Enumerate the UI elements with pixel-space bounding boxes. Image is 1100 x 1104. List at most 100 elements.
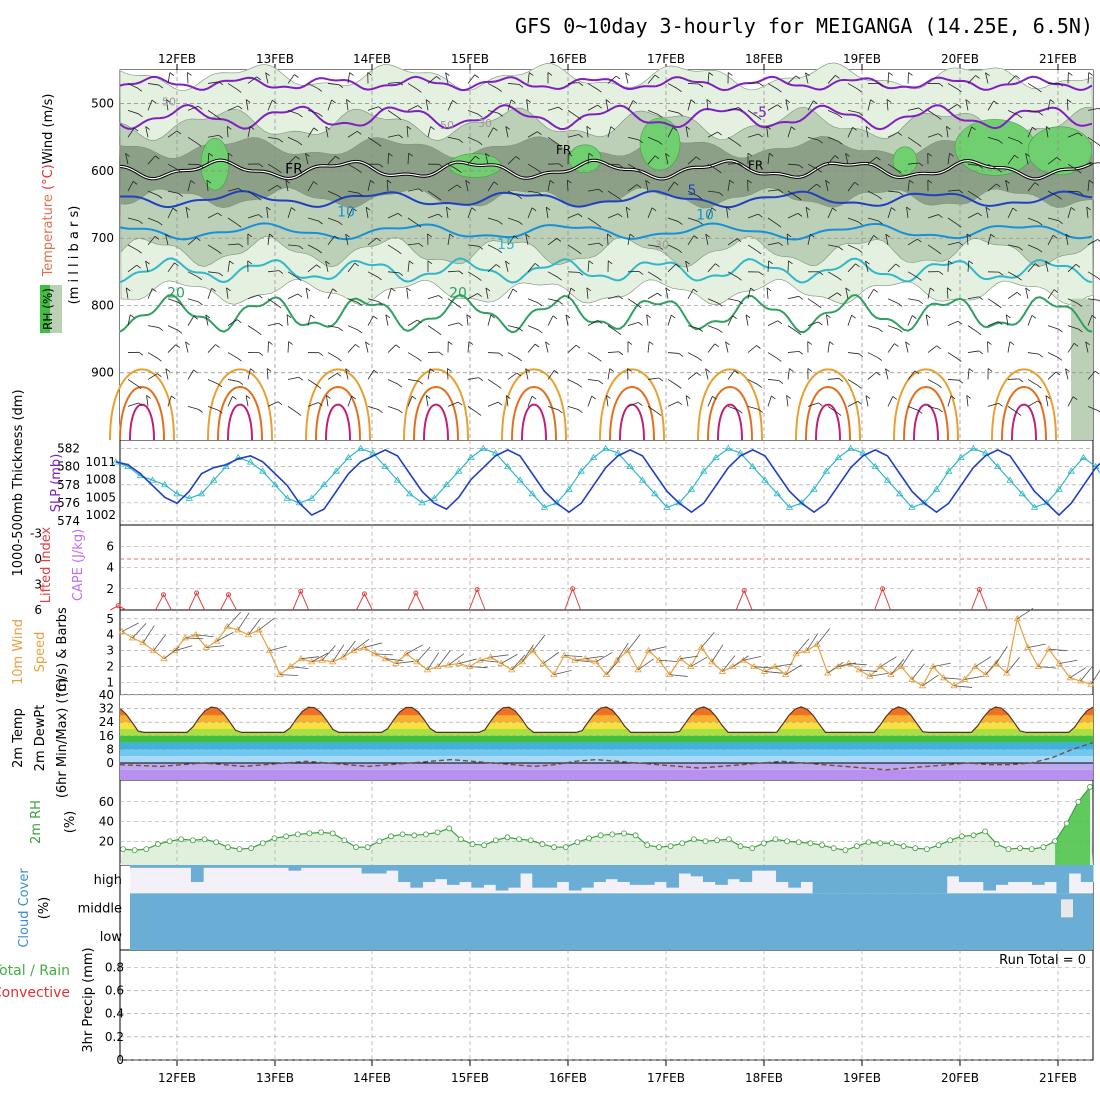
contour-label: 20 <box>167 285 185 301</box>
rh2m-point <box>656 845 661 850</box>
date-label-top: 14FEB <box>353 52 391 66</box>
rh2m-point <box>400 832 405 837</box>
rh2m-point <box>121 847 126 852</box>
contour-label: 5 <box>688 183 697 199</box>
rh2m-point <box>1088 784 1093 789</box>
cloud-high-bar <box>703 865 716 882</box>
rh2m-point <box>1064 821 1069 826</box>
rh-legend-label: RH (%) <box>41 288 55 330</box>
wind-barb-10m <box>638 659 654 670</box>
rh2m-point <box>470 842 475 847</box>
date-label-bottom: 15FEB <box>451 1071 489 1085</box>
date-label-bottom: 18FEB <box>745 1071 783 1085</box>
cloud-high-bar <box>825 865 838 893</box>
rh2m-point <box>528 838 533 843</box>
wind-barb-10m <box>343 641 355 657</box>
rh2m-point <box>330 831 335 836</box>
rh2m-point <box>948 838 953 843</box>
wind-barb-10m <box>417 647 430 662</box>
wind-barb-10m <box>912 664 925 680</box>
wind-barb-10m <box>238 613 249 630</box>
cloud-high-bar <box>1069 865 1082 874</box>
contour-label: 10 <box>337 205 355 221</box>
rh2m-point <box>668 844 673 849</box>
rh2m-point <box>249 846 254 851</box>
rh2m-point <box>994 842 999 847</box>
date-label-bottom: 19FEB <box>843 1071 881 1085</box>
lifted-index-peak <box>469 590 485 610</box>
lifted-index-peak <box>293 591 309 610</box>
cloud-high-bar <box>788 865 801 888</box>
rh2m-point <box>225 845 230 850</box>
cape-tick-label: 2 <box>106 582 114 596</box>
contour-label-fr: FR <box>556 143 571 157</box>
temp-tick-label: 24 <box>99 715 114 729</box>
rh2m-point <box>703 839 708 844</box>
cloud-high-bar <box>459 865 472 882</box>
cloud-high-bar <box>849 865 862 893</box>
cloud-high-bar <box>179 865 192 868</box>
rh2m-point <box>726 837 731 842</box>
cloud-high-bar <box>666 865 679 888</box>
wind-barb-10m <box>1080 666 1093 681</box>
wind-barb-10m <box>1059 660 1077 663</box>
wind-barb-10m <box>122 623 139 632</box>
rh2m-point <box>144 847 149 852</box>
cloud-high-bar <box>252 865 265 868</box>
temp-axis-label-2: 2m DewPt <box>33 705 48 772</box>
cape-tick-label: 6 <box>106 539 114 553</box>
wind-tick-label: 2 <box>106 660 114 674</box>
rh2m-point <box>936 843 941 848</box>
rh2m-point <box>889 841 894 846</box>
lifted-axis-label: Lifted Index <box>39 526 54 603</box>
precip-axis-label: 3hr Precip (mm) <box>81 947 96 1052</box>
wind-barb-10m <box>1070 668 1086 678</box>
wind-barb-10m <box>301 657 319 659</box>
wind-barb-10m <box>585 656 603 658</box>
rh2m-point <box>482 843 487 848</box>
wind-barb <box>788 261 789 272</box>
rh2m-point <box>563 845 568 850</box>
lifted-index-peak <box>971 590 987 610</box>
cloud-high-bar <box>191 865 204 882</box>
cloud-unit-label: (%) <box>37 897 52 920</box>
pressure-tick-label: 800 <box>91 298 114 312</box>
cloud-high-bar <box>301 865 314 868</box>
cloud-high-bar <box>654 865 667 882</box>
cloud-high-bar <box>715 865 728 885</box>
rh2m-point <box>284 834 289 839</box>
cloud-high-bar <box>605 865 618 879</box>
date-label-top: 16FEB <box>549 52 587 66</box>
cloud-high-bar <box>1020 865 1033 882</box>
contour-label: 15 <box>497 237 515 253</box>
date-label-bottom: 14FEB <box>353 1071 391 1085</box>
wind-barb-10m <box>975 657 991 667</box>
cloud-high-bar <box>630 865 643 885</box>
date-label-bottom: 13FEB <box>256 1071 294 1085</box>
temp-tick-label: 16 <box>99 729 114 743</box>
wind-barb-10m <box>438 651 450 667</box>
date-label-bottom: 21FEB <box>1039 1071 1077 1085</box>
wind-barb-10m <box>491 655 509 657</box>
rh2m-point <box>132 848 137 853</box>
cloud-high-bar <box>203 865 216 868</box>
wind-barb-10m <box>1091 667 1100 684</box>
wind-barb-10m <box>880 657 896 667</box>
cloud-high-bar <box>410 865 423 888</box>
rh2m-point <box>237 847 242 852</box>
cloud-row-label-low: low <box>100 930 123 945</box>
wind-barb <box>187 72 188 83</box>
wind-barb-10m <box>1028 644 1046 647</box>
rh2m-point <box>959 834 964 839</box>
slp-tick-label: 1008 <box>85 473 116 487</box>
wind-barb-10m <box>543 652 558 663</box>
rh-label: 30 <box>478 117 492 130</box>
cloud-high-bar <box>642 865 655 885</box>
cloud-high-bar <box>764 865 777 871</box>
date-label-bottom: 20FEB <box>941 1071 979 1085</box>
temp-color-band <box>120 770 1093 780</box>
lifted-index-peak <box>875 589 891 610</box>
wind-barb-10m <box>512 655 525 670</box>
